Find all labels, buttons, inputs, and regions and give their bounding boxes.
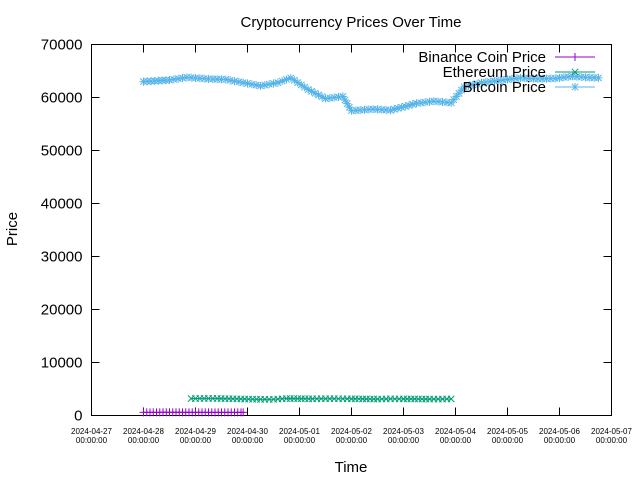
x-tick-label-time: 00:00:00: [76, 436, 108, 445]
x-tick-label-date: 2024-05-05: [487, 427, 528, 436]
y-tick-label: 60000: [41, 90, 83, 107]
data-point: [247, 80, 256, 89]
y-axis-ticks: 0 10000 20000 30000 40000 50000 60000 70000: [41, 37, 612, 425]
data-point: [265, 80, 274, 89]
data-point: [559, 73, 568, 82]
data-point: [221, 75, 230, 84]
data-point: [412, 99, 421, 108]
data-point: [226, 76, 235, 85]
series-2: [139, 72, 603, 115]
y-tick-label: 10000: [41, 355, 83, 372]
data-point: [330, 93, 339, 102]
data-point: [260, 81, 269, 90]
y-tick-label: 0: [74, 408, 82, 425]
legend-marker: [571, 53, 579, 61]
legend-label: Ethereum Price: [443, 64, 546, 81]
x-tick-label-time: 00:00:00: [284, 436, 316, 445]
x-tick-label-date: 2024-04-27: [71, 427, 112, 436]
data-point: [318, 92, 327, 101]
data-point: [325, 94, 334, 103]
data-point: [239, 78, 248, 87]
legend-marker: [571, 68, 579, 76]
x-tick-label-date: 2024-05-07: [591, 427, 632, 436]
x-tick-label-date: 2024-04-28: [123, 427, 164, 436]
x-tick-label-time: 00:00:00: [180, 436, 212, 445]
x-tick-label-date: 2024-04-29: [175, 427, 216, 436]
x-axis-ticks: 2024-04-2700:00:002024-04-2800:00:002024…: [71, 44, 633, 445]
x-tick-label-time: 00:00:00: [492, 436, 524, 445]
x-tick-label-time: 00:00:00: [128, 436, 160, 445]
data-point: [243, 79, 252, 88]
series-0: [139, 408, 248, 417]
data-point: [416, 98, 425, 107]
data-point: [425, 97, 434, 106]
data-point: [234, 77, 243, 86]
data-point: [594, 73, 603, 82]
data-point: [564, 72, 573, 81]
x-tick-label-time: 00:00:00: [596, 436, 628, 445]
x-tick-label-date: 2024-05-04: [435, 427, 476, 436]
y-tick-label: 50000: [41, 143, 83, 160]
x-tick-label-date: 2024-05-01: [279, 427, 320, 436]
legend-label: Bitcoin Price: [463, 79, 546, 96]
x-tick-label-time: 00:00:00: [544, 436, 576, 445]
chart-title: Cryptocurrency Prices Over Time: [241, 14, 462, 31]
data-point: [321, 94, 330, 103]
data-point: [252, 81, 261, 90]
x-tick-label-date: 2024-05-03: [383, 427, 424, 436]
y-tick-label: 40000: [41, 196, 83, 213]
y-tick-label: 20000: [41, 302, 83, 319]
data-point: [230, 77, 239, 86]
plot-frame: [91, 44, 612, 416]
legend-marker: [571, 83, 579, 91]
data-point: [269, 79, 278, 88]
data-point: [421, 98, 430, 107]
y-tick-label: 30000: [41, 249, 83, 266]
x-tick-label-date: 2024-05-02: [331, 427, 372, 436]
data-point: [447, 395, 455, 403]
data-point: [551, 74, 560, 83]
x-tick-label-date: 2024-05-06: [539, 427, 580, 436]
series-layer: [139, 72, 603, 417]
series-1: [187, 394, 455, 403]
x-axis-label: Time: [335, 459, 368, 476]
x-tick-label-time: 00:00:00: [232, 436, 264, 445]
x-tick-label-time: 00:00:00: [440, 436, 472, 445]
x-tick-label-date: 2024-04-30: [227, 427, 268, 436]
data-point: [555, 73, 564, 82]
data-point: [239, 408, 248, 417]
data-point: [278, 77, 287, 86]
data-point: [464, 81, 473, 90]
y-axis-label: Price: [4, 212, 21, 246]
x-tick-label-time: 00:00:00: [336, 436, 368, 445]
legend-label: Binance Coin Price: [418, 49, 546, 66]
x-tick-label-time: 00:00:00: [388, 436, 420, 445]
data-point: [256, 81, 265, 90]
data-point: [282, 75, 291, 84]
y-tick-label: 70000: [41, 37, 83, 54]
